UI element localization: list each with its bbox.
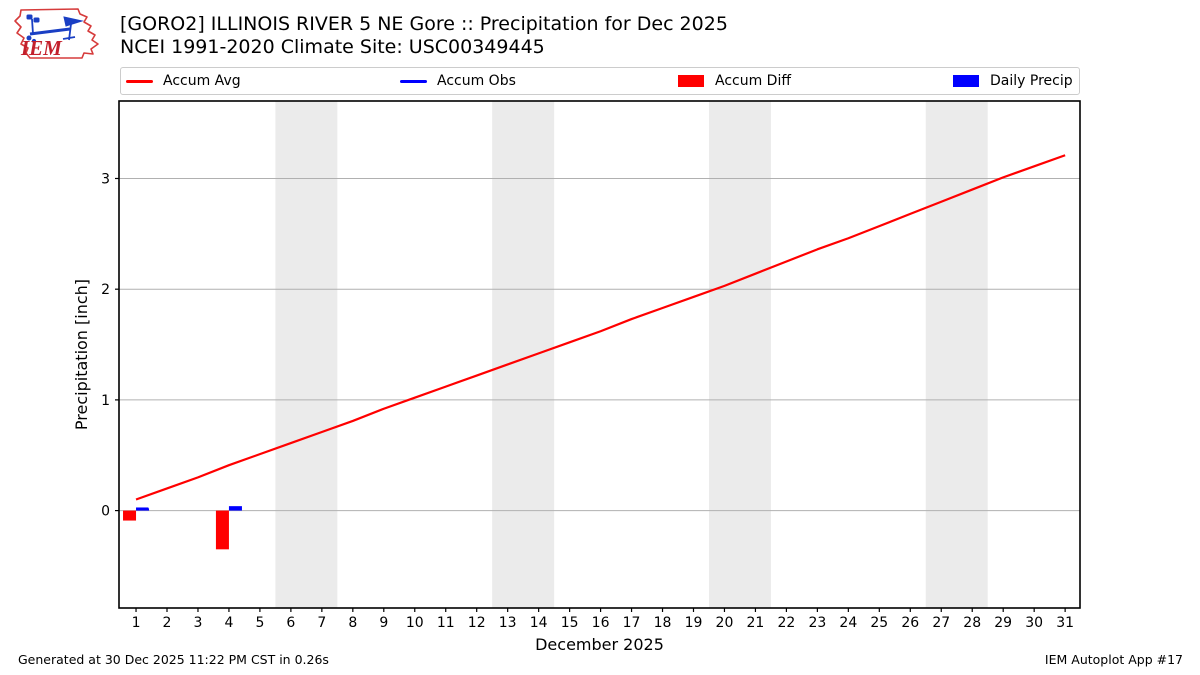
chart-header: [GORO2] ILLINOIS RIVER 5 NE Gore :: Prec… <box>120 13 728 59</box>
weekend-band <box>925 101 988 608</box>
accum-diff-bar <box>215 510 229 550</box>
legend-item-daily-precip: Daily Precip <box>953 68 1073 94</box>
x-tick-label: 9 <box>379 615 388 631</box>
weather-vane-icon <box>26 14 84 44</box>
x-tick-label: 16 <box>592 615 610 631</box>
legend-label: Accum Avg <box>163 73 241 89</box>
x-tick-label: 21 <box>747 615 765 631</box>
page-title: [GORO2] ILLINOIS RIVER 5 NE Gore :: Prec… <box>120 13 728 35</box>
x-tick-label: 25 <box>870 615 888 631</box>
weekend-band <box>275 101 338 608</box>
legend-item-accum-diff: Accum Diff <box>678 68 791 94</box>
x-tick-label: 29 <box>994 615 1012 631</box>
y-tick-label: 0 <box>101 504 110 520</box>
accum-avg-line <box>135 154 1066 501</box>
x-tick-label: 22 <box>777 615 795 631</box>
x-tick-label: 3 <box>194 615 203 631</box>
x-tick-label: 8 <box>348 615 357 631</box>
legend-label: Daily Precip <box>990 73 1073 89</box>
x-tick-label: 11 <box>437 615 455 631</box>
x-tick-label: 20 <box>716 615 734 631</box>
x-tick-label: 10 <box>406 615 424 631</box>
x-tick-label: 7 <box>317 615 326 631</box>
iem-logo: IEM <box>14 8 99 60</box>
y-tick-label: 3 <box>101 171 110 187</box>
legend-item-accum-obs: Accum Obs <box>400 68 516 94</box>
x-tick-label: 30 <box>1025 615 1043 631</box>
x-tick-label: 18 <box>654 615 672 631</box>
legend: Accum Avg Accum Obs Accum Diff Daily Pre… <box>120 67 1080 95</box>
weekend-band <box>708 101 771 608</box>
app-credit-text: IEM Autoplot App #17 <box>1044 652 1183 667</box>
logo-text: IEM <box>20 36 63 60</box>
x-tick-label: 28 <box>963 615 981 631</box>
accum-diff-bar <box>123 510 137 521</box>
y-axis-label: Precipitation [inch] <box>72 279 91 430</box>
y-tick-label: 1 <box>101 393 110 409</box>
accum-avg-line-swatch <box>126 79 153 83</box>
legend-label: Accum Diff <box>715 73 792 89</box>
y-tick-label: 2 <box>101 282 110 298</box>
x-tick-label: 6 <box>286 615 295 631</box>
weekend-band <box>492 101 555 608</box>
x-tick-label: 1 <box>132 615 141 631</box>
x-tick-label: 24 <box>839 615 857 631</box>
daily-precip-bar <box>136 508 150 511</box>
x-tick-label: 15 <box>561 615 579 631</box>
x-tick-label: 13 <box>499 615 517 631</box>
x-tick-label: 19 <box>685 615 703 631</box>
daily-precip-patch-swatch <box>953 75 979 87</box>
x-tick-label: 5 <box>255 615 264 631</box>
x-tick-label: 23 <box>808 615 826 631</box>
x-tick-label: 12 <box>468 615 486 631</box>
x-tick-label: 4 <box>224 615 233 631</box>
daily-precip-bar <box>228 506 242 511</box>
generated-at-text: Generated at 30 Dec 2025 11:22 PM CST in… <box>18 652 329 667</box>
page-subtitle: NCEI 1991-2020 Climate Site: USC00349445 <box>120 36 545 58</box>
x-tick-label: 31 <box>1056 615 1074 631</box>
x-axis-label: December 2025 <box>535 635 664 654</box>
accum-obs-line-swatch <box>400 79 427 83</box>
legend-label: Accum Obs <box>437 73 516 89</box>
legend-item-accum-avg: Accum Avg <box>126 68 241 94</box>
accum-diff-patch-swatch <box>678 75 704 87</box>
plot-frame <box>118 100 1081 609</box>
x-tick-label: 17 <box>623 615 641 631</box>
x-tick-label: 14 <box>530 615 548 631</box>
x-tick-label: 2 <box>163 615 172 631</box>
x-tick-label: 26 <box>901 615 919 631</box>
x-tick-label: 27 <box>932 615 950 631</box>
